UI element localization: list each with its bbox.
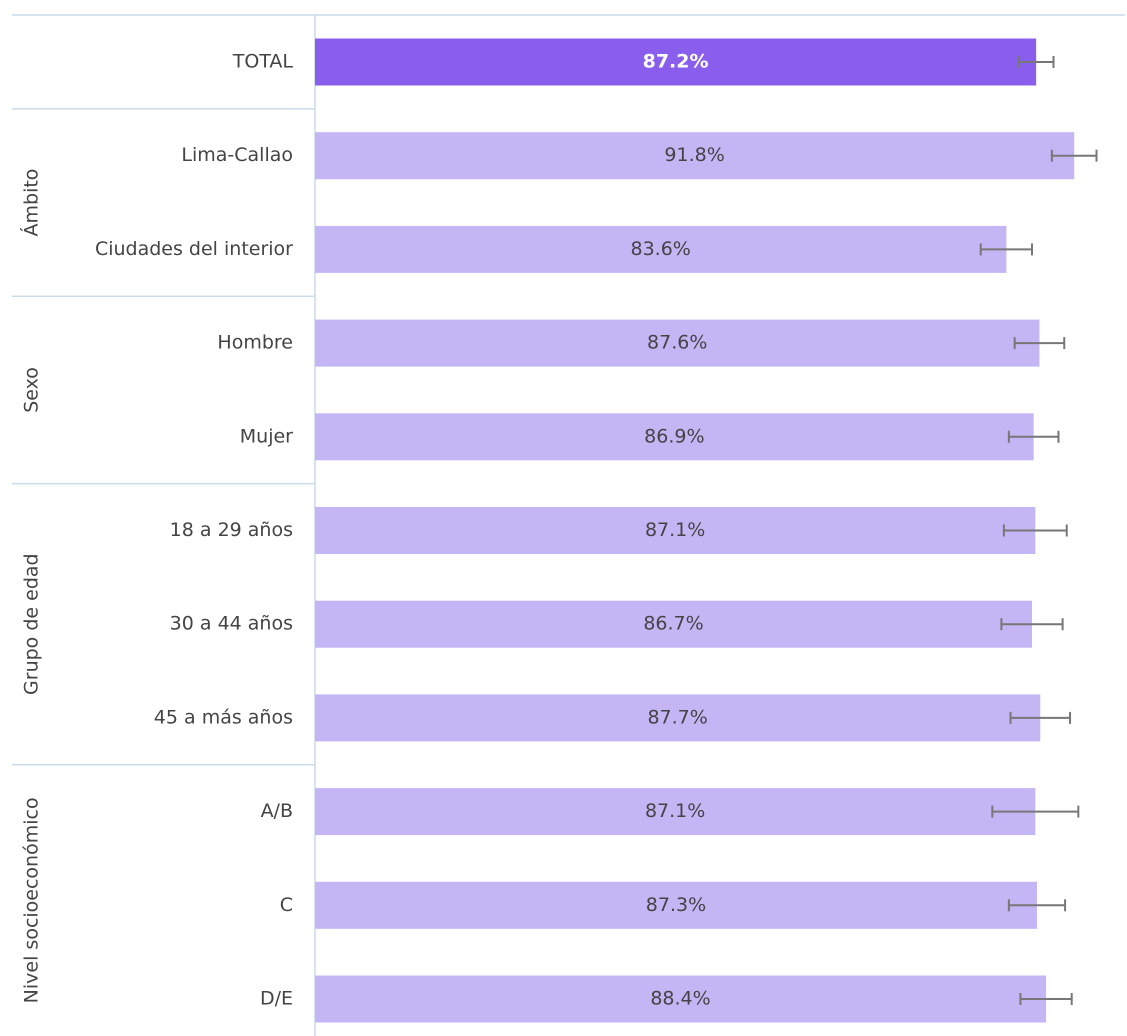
bar bbox=[315, 600, 1033, 648]
bar bbox=[315, 319, 1040, 367]
category-label: 45 a más años bbox=[154, 706, 293, 728]
value-label: 87.3% bbox=[646, 894, 706, 916]
category-label: TOTAL bbox=[232, 51, 294, 73]
group-label: Ámbito bbox=[20, 169, 43, 237]
value-label: 86.7% bbox=[643, 613, 703, 635]
category-label: A/B bbox=[261, 800, 293, 822]
value-label: 87.7% bbox=[647, 706, 707, 728]
value-label: 87.6% bbox=[647, 332, 707, 354]
value-label: 86.9% bbox=[644, 425, 704, 447]
value-label: 91.8% bbox=[664, 144, 724, 166]
bar bbox=[315, 413, 1034, 461]
value-label: 83.6% bbox=[631, 238, 691, 260]
category-label: Lima-Callao bbox=[181, 144, 293, 166]
category-label: 18 a 29 años bbox=[170, 519, 293, 541]
bar bbox=[315, 225, 1007, 273]
category-label: C bbox=[280, 894, 293, 916]
group-label: Nivel socioeconómico bbox=[21, 797, 43, 1003]
bar bbox=[315, 881, 1037, 929]
bar bbox=[315, 132, 1075, 180]
category-label: Hombre bbox=[217, 332, 293, 354]
value-label: 87.1% bbox=[645, 519, 705, 541]
bar bbox=[315, 507, 1036, 554]
category-label: Mujer bbox=[240, 425, 293, 447]
bar bbox=[315, 788, 1036, 836]
value-label: 88.4% bbox=[650, 988, 710, 1010]
value-label: 87.2% bbox=[643, 51, 709, 73]
bar bbox=[315, 975, 1047, 1023]
category-label: 30 a 44 años bbox=[170, 613, 293, 635]
group-label: Grupo de edad bbox=[21, 553, 43, 695]
bar bbox=[315, 694, 1041, 742]
group-label: Sexo bbox=[21, 367, 43, 413]
value-label: 87.1% bbox=[645, 800, 705, 822]
bar bbox=[315, 38, 1037, 86]
category-label: Ciudades del interior bbox=[95, 238, 293, 260]
category-label: D/E bbox=[260, 988, 293, 1010]
